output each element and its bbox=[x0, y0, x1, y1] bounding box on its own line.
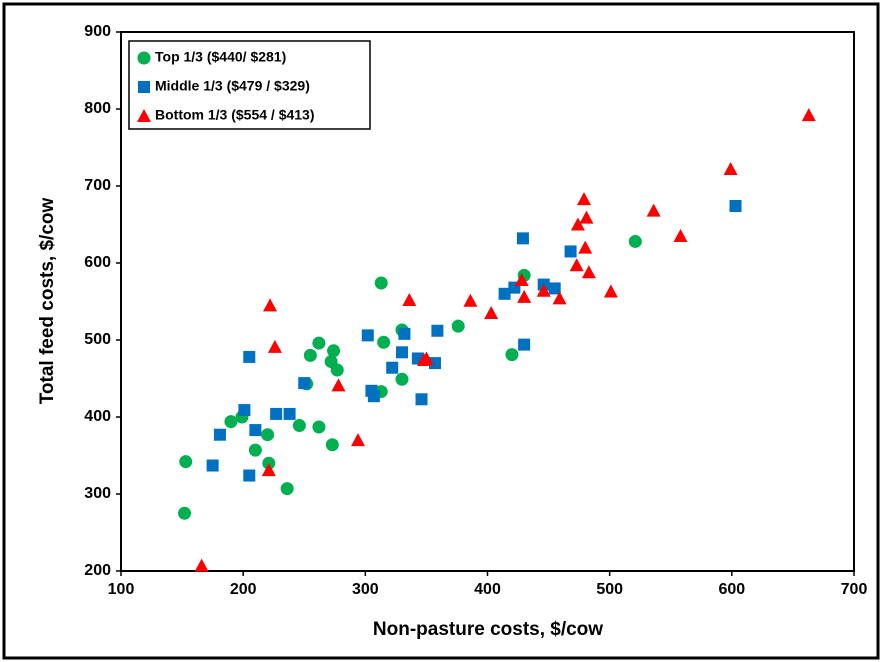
point bbox=[431, 324, 444, 337]
legend-marker bbox=[137, 109, 151, 122]
point bbox=[536, 283, 551, 297]
point bbox=[327, 344, 341, 358]
point bbox=[419, 351, 434, 365]
y-tick-label: 200 bbox=[84, 562, 111, 579]
y-tick-label: 300 bbox=[84, 485, 111, 502]
point bbox=[518, 338, 531, 351]
point bbox=[194, 558, 209, 572]
point bbox=[206, 459, 219, 472]
point bbox=[402, 292, 417, 306]
point bbox=[374, 276, 388, 290]
point bbox=[579, 210, 594, 224]
point bbox=[270, 407, 283, 420]
point bbox=[361, 329, 374, 342]
point bbox=[395, 346, 408, 359]
point bbox=[386, 361, 399, 374]
point bbox=[801, 108, 816, 122]
point bbox=[451, 319, 465, 333]
point bbox=[249, 424, 262, 437]
point bbox=[552, 291, 567, 305]
point bbox=[261, 463, 276, 477]
point bbox=[224, 415, 238, 429]
x-tick-label: 400 bbox=[474, 581, 501, 598]
x-tick-label: 600 bbox=[718, 581, 745, 598]
point bbox=[179, 455, 193, 469]
x-tick-label: 100 bbox=[108, 581, 135, 598]
point bbox=[243, 469, 256, 482]
point bbox=[581, 265, 596, 279]
legend-text: Top 1/3 ($440/ $281) bbox=[155, 49, 286, 65]
point bbox=[646, 203, 661, 217]
legend bbox=[128, 40, 371, 130]
y-tick-label: 500 bbox=[84, 331, 111, 348]
point bbox=[312, 420, 326, 434]
point bbox=[243, 350, 256, 363]
y-tick-label: 700 bbox=[84, 177, 111, 194]
point bbox=[463, 293, 478, 307]
x-tick-label: 200 bbox=[230, 581, 257, 598]
point bbox=[498, 287, 511, 300]
y-tick-label: 400 bbox=[84, 408, 111, 425]
point bbox=[729, 200, 742, 213]
legend-marker bbox=[138, 81, 150, 93]
point bbox=[351, 433, 366, 447]
point bbox=[213, 428, 226, 441]
y-tick-label: 600 bbox=[84, 254, 111, 271]
point bbox=[367, 390, 380, 403]
x-axis-title: Non-pasture costs, $/cow bbox=[373, 619, 603, 640]
point bbox=[673, 229, 688, 243]
point bbox=[723, 162, 738, 176]
x-tick-label: 700 bbox=[841, 581, 868, 598]
point bbox=[603, 284, 618, 298]
point bbox=[570, 217, 585, 231]
point bbox=[178, 506, 192, 520]
point bbox=[325, 438, 339, 452]
point bbox=[312, 336, 326, 350]
point bbox=[628, 234, 642, 248]
point bbox=[564, 245, 577, 258]
point bbox=[398, 327, 411, 340]
point bbox=[569, 258, 584, 272]
point bbox=[517, 289, 532, 303]
point bbox=[263, 298, 278, 312]
point bbox=[484, 306, 499, 320]
point bbox=[261, 428, 275, 442]
point bbox=[298, 377, 311, 390]
x-tick-label: 300 bbox=[352, 581, 379, 598]
y-tick-label: 800 bbox=[84, 100, 111, 117]
point bbox=[330, 363, 344, 377]
point bbox=[248, 443, 262, 457]
point bbox=[303, 348, 317, 362]
legend-text: Middle 1/3 ($479 / $329) bbox=[155, 78, 310, 94]
point bbox=[292, 418, 306, 432]
x-tick-label: 500 bbox=[596, 581, 623, 598]
point bbox=[267, 339, 282, 353]
point bbox=[577, 192, 592, 206]
legend-marker bbox=[137, 51, 151, 65]
y-axis-title: Total feed costs, $/cow bbox=[37, 197, 58, 404]
point bbox=[283, 407, 296, 420]
point bbox=[548, 282, 561, 295]
point bbox=[377, 335, 391, 349]
point bbox=[280, 482, 294, 496]
y-tick-label: 900 bbox=[84, 23, 111, 40]
point bbox=[415, 393, 428, 406]
point bbox=[514, 272, 529, 286]
point bbox=[516, 232, 529, 245]
point bbox=[505, 348, 519, 362]
point bbox=[395, 372, 409, 386]
point bbox=[578, 240, 593, 254]
point bbox=[331, 378, 346, 392]
point bbox=[428, 357, 441, 370]
point bbox=[238, 404, 251, 417]
legend-text: Bottom 1/3 ($554 / $413) bbox=[155, 107, 315, 123]
